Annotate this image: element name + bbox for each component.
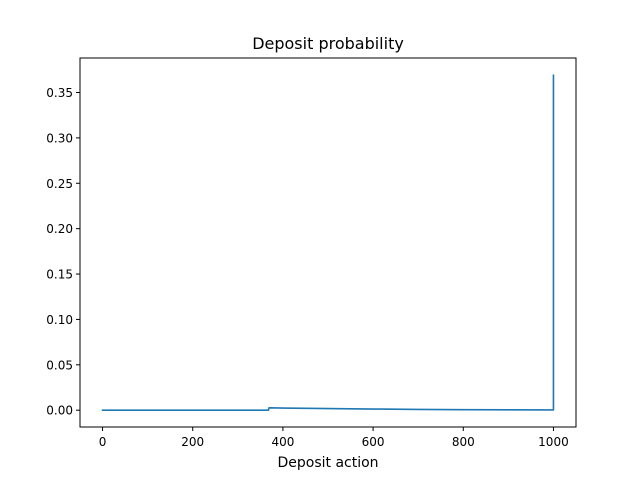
axes-frame bbox=[79, 57, 577, 428]
y-tick-label: 0.05 bbox=[46, 358, 73, 372]
x-tick-label: 1000 bbox=[538, 435, 569, 449]
y-tick-label: 0.15 bbox=[46, 268, 73, 282]
chart-title: Deposit probability bbox=[252, 34, 404, 53]
x-axis-label: Deposit action bbox=[277, 455, 378, 471]
y-tick-label: 0.20 bbox=[46, 222, 73, 236]
x-tick-label: 400 bbox=[271, 435, 294, 449]
x-tick-label: 200 bbox=[181, 435, 204, 449]
y-tick-label: 0.00 bbox=[46, 404, 73, 418]
x-tick-label: 800 bbox=[452, 435, 475, 449]
y-tick-label: 0.25 bbox=[46, 177, 73, 191]
plot-area: 0 200 400 600 800 1000 0.00 0.05 0.10 0.15 0.20 0.2… bbox=[46, 57, 577, 449]
y-tick-label: 0.10 bbox=[46, 313, 73, 327]
series-line-0 bbox=[101, 74, 555, 412]
y-tick-label: 0.35 bbox=[46, 86, 73, 100]
x-tick-label: 600 bbox=[362, 435, 385, 449]
x-tick-label: 0 bbox=[99, 435, 107, 449]
y-tick-label: 0.30 bbox=[46, 131, 73, 145]
